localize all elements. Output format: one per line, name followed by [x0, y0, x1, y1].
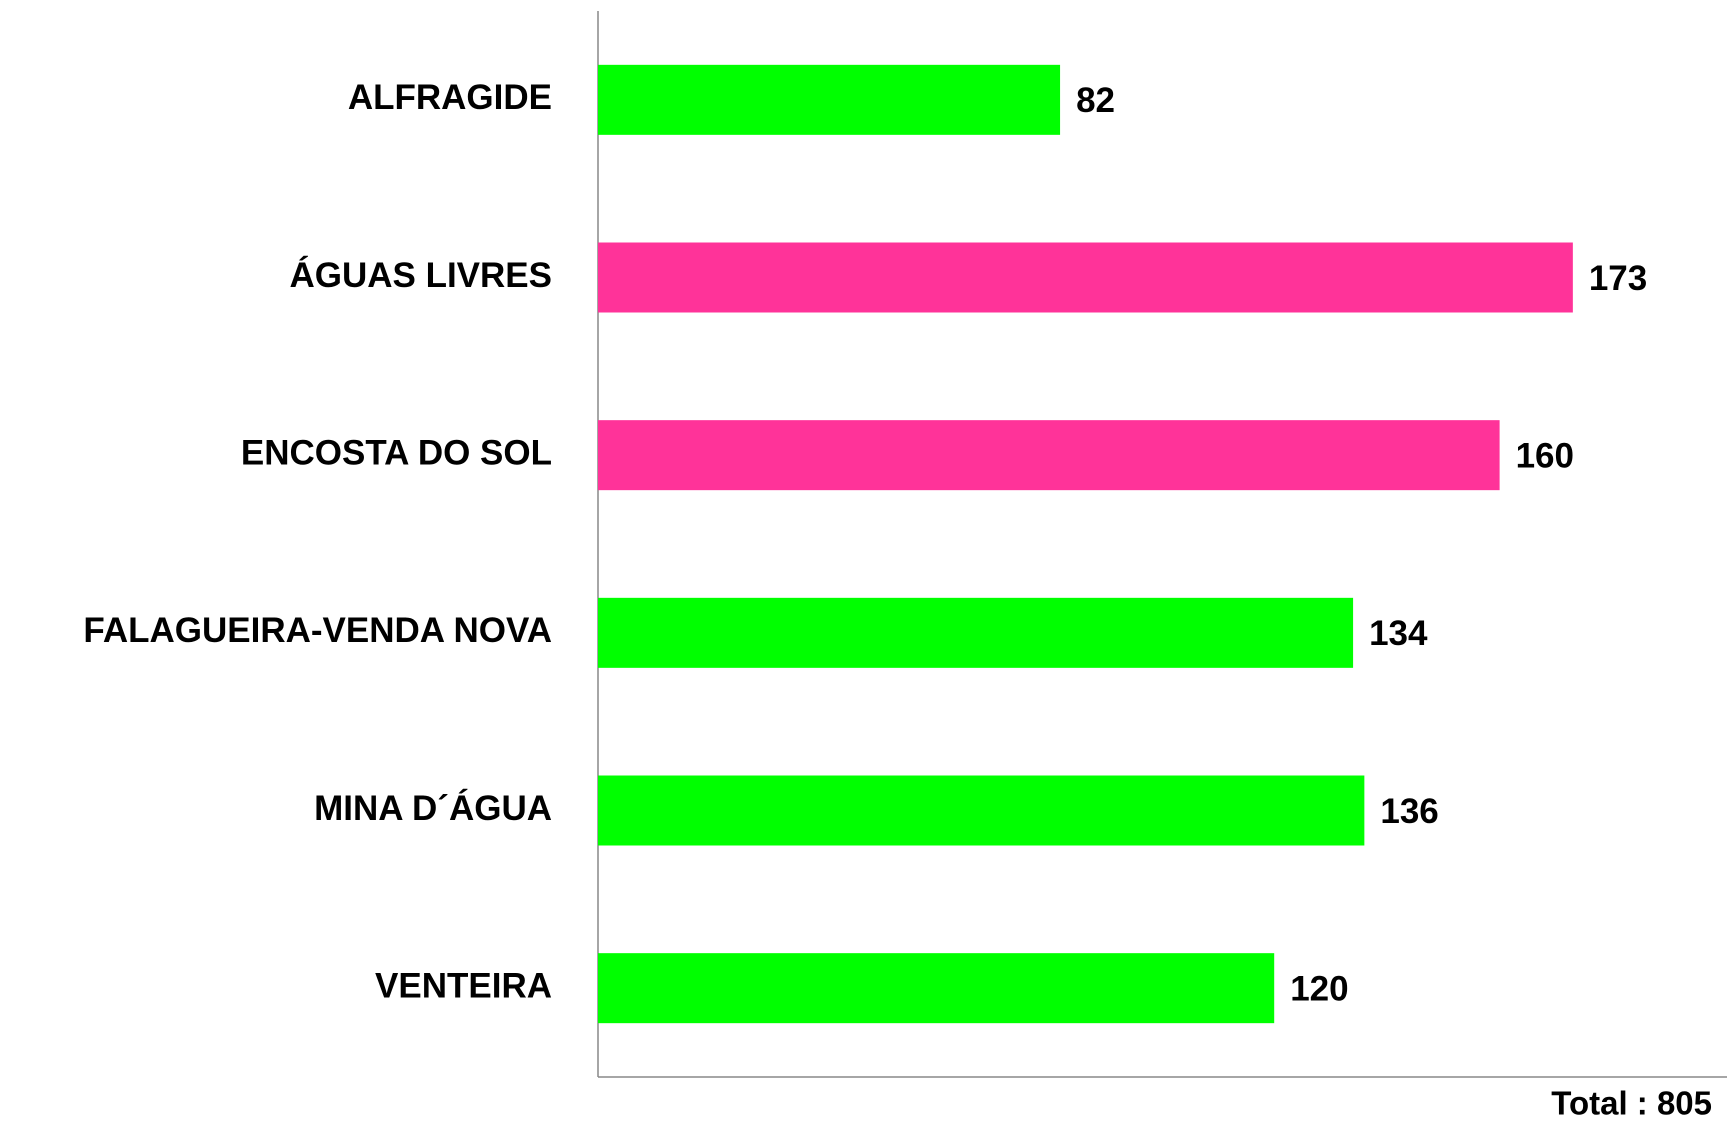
category-label: FALAGUEIRA-VENDA NOVA [83, 611, 552, 650]
total-annotation: Total : 805 [1551, 1085, 1712, 1122]
value-label: 120 [1290, 969, 1348, 1008]
category-label: ÁGUAS LIVRES [289, 255, 552, 295]
bar [598, 64, 1061, 135]
category-label: ALFRAGIDE [348, 78, 552, 117]
bar [598, 775, 1365, 846]
value-label: 173 [1589, 259, 1647, 298]
value-label: 160 [1516, 436, 1574, 475]
bar [598, 242, 1573, 313]
value-label: 134 [1369, 614, 1428, 653]
category-label: ENCOSTA DO SOL [241, 433, 552, 472]
value-label: 136 [1380, 792, 1438, 831]
category-label: VENTEIRA [375, 966, 552, 1005]
bar [598, 597, 1354, 668]
bar [598, 420, 1500, 491]
value-label: 82 [1076, 81, 1115, 120]
bar [598, 953, 1275, 1024]
category-label: MINA D´ÁGUA [314, 788, 552, 828]
